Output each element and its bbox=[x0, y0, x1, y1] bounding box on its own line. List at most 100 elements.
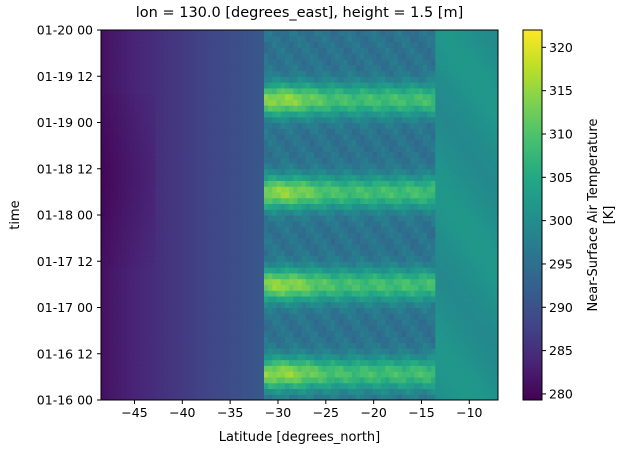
heatmap-cell bbox=[385, 157, 390, 164]
heatmap-cell bbox=[163, 347, 169, 355]
heatmap-cell bbox=[326, 342, 332, 349]
heatmap-cell bbox=[280, 128, 286, 135]
heatmap-cell bbox=[163, 203, 169, 210]
heatmap-cell bbox=[397, 99, 403, 106]
heatmap-cell bbox=[305, 168, 311, 176]
heatmap-cell bbox=[146, 284, 152, 291]
heatmap-cell bbox=[380, 145, 386, 153]
heatmap-cell bbox=[339, 243, 344, 251]
heatmap-cell bbox=[485, 376, 491, 384]
heatmap-cell bbox=[301, 249, 307, 257]
heatmap-cell bbox=[230, 215, 236, 222]
heatmap-cell bbox=[481, 382, 487, 390]
heatmap-cell bbox=[309, 330, 315, 338]
heatmap-cell bbox=[376, 191, 382, 199]
heatmap-cell bbox=[167, 336, 173, 343]
heatmap-cell bbox=[251, 243, 257, 251]
heatmap-cell bbox=[159, 168, 165, 176]
heatmap-cell bbox=[268, 203, 273, 210]
heatmap-cell bbox=[151, 99, 156, 106]
heatmap-cell bbox=[452, 197, 457, 205]
heatmap-cell bbox=[426, 376, 432, 384]
heatmap-cell bbox=[105, 284, 110, 291]
heatmap-cell bbox=[485, 191, 491, 199]
heatmap-cell bbox=[355, 128, 361, 135]
heatmap-cell bbox=[355, 191, 361, 199]
heatmap-cell bbox=[255, 186, 261, 193]
heatmap-cell bbox=[406, 203, 411, 210]
heatmap-cell bbox=[485, 157, 491, 164]
heatmap-cell bbox=[335, 139, 340, 147]
heatmap-cell bbox=[422, 168, 428, 176]
heatmap-cell bbox=[180, 186, 186, 193]
heatmap-cell bbox=[355, 376, 361, 384]
heatmap-cell bbox=[456, 226, 461, 233]
heatmap-cell bbox=[284, 319, 290, 326]
heatmap-cell bbox=[493, 145, 498, 153]
heatmap-cell bbox=[155, 324, 161, 332]
heatmap-cell bbox=[452, 180, 457, 187]
heatmap-cell bbox=[468, 110, 474, 118]
heatmap-cell bbox=[213, 278, 219, 285]
heatmap-cell bbox=[322, 105, 328, 112]
heatmap-cell bbox=[368, 162, 374, 170]
heatmap-cell bbox=[172, 290, 177, 297]
heatmap-cell bbox=[234, 365, 240, 372]
heatmap-cell bbox=[318, 157, 324, 164]
heatmap-cell bbox=[422, 145, 428, 153]
heatmap-cell bbox=[468, 162, 474, 170]
heatmap-cell bbox=[385, 267, 390, 274]
heatmap-cell bbox=[418, 330, 424, 338]
heatmap-cell bbox=[406, 220, 411, 228]
heatmap-cell bbox=[401, 238, 407, 245]
heatmap-cell bbox=[197, 313, 202, 320]
heatmap-cell bbox=[418, 203, 424, 210]
heatmap-cell bbox=[197, 365, 202, 372]
heatmap-cell bbox=[117, 168, 123, 176]
heatmap-cell bbox=[272, 232, 278, 239]
heatmap-cell bbox=[314, 388, 319, 395]
heatmap-cell bbox=[155, 191, 161, 199]
heatmap-cell bbox=[138, 353, 144, 361]
heatmap-cell bbox=[205, 128, 211, 135]
heatmap-cell bbox=[431, 215, 436, 222]
heatmap-cell bbox=[226, 209, 232, 216]
heatmap-cell bbox=[385, 371, 390, 378]
heatmap-cell bbox=[309, 267, 315, 274]
heatmap-cell bbox=[247, 168, 253, 176]
heatmap-cell bbox=[376, 382, 382, 390]
heatmap-cell bbox=[117, 307, 123, 314]
heatmap-cell bbox=[176, 238, 181, 245]
heatmap-cell bbox=[222, 162, 227, 170]
heatmap-cell bbox=[347, 278, 353, 285]
heatmap-cell bbox=[130, 243, 136, 251]
heatmap-cell bbox=[472, 388, 478, 395]
heatmap-cell bbox=[117, 249, 123, 257]
heatmap-cell bbox=[205, 347, 211, 355]
heatmap-cell bbox=[472, 278, 478, 285]
heatmap-cell bbox=[234, 313, 240, 320]
heatmap-cell bbox=[406, 371, 411, 378]
heatmap-cell bbox=[410, 301, 416, 309]
heatmap-cell bbox=[481, 226, 487, 233]
heatmap-cell bbox=[243, 353, 248, 361]
heatmap-cell bbox=[385, 151, 390, 158]
heatmap-cell bbox=[272, 186, 278, 193]
heatmap-cell bbox=[130, 295, 136, 303]
heatmap-cell bbox=[443, 197, 449, 205]
heatmap-cell bbox=[410, 232, 416, 239]
heatmap-cell bbox=[447, 255, 453, 262]
heatmap-cell bbox=[368, 174, 374, 181]
heatmap-cell bbox=[385, 394, 390, 400]
heatmap-cell bbox=[414, 197, 420, 205]
heatmap-cell bbox=[259, 347, 265, 355]
heatmap-cell bbox=[138, 394, 144, 400]
heatmap-cell bbox=[435, 353, 441, 361]
heatmap-cell bbox=[167, 128, 173, 135]
heatmap-cell bbox=[293, 116, 299, 124]
heatmap-cell bbox=[318, 359, 324, 366]
heatmap-cell bbox=[159, 197, 165, 205]
heatmap-cell bbox=[197, 116, 202, 124]
heatmap-cell bbox=[397, 203, 403, 210]
heatmap-cell bbox=[238, 191, 244, 199]
